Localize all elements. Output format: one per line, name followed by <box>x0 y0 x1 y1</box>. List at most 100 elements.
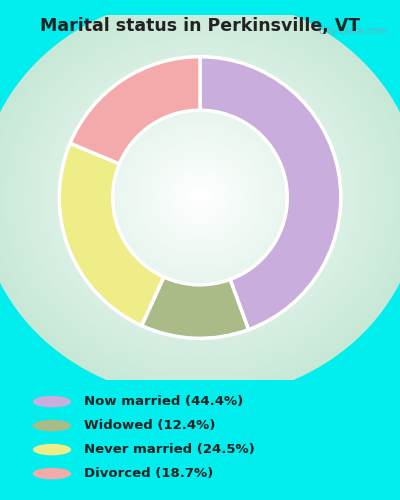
Circle shape <box>164 164 236 230</box>
Circle shape <box>162 164 238 232</box>
Circle shape <box>183 182 217 213</box>
Circle shape <box>173 172 227 222</box>
Circle shape <box>74 82 326 313</box>
Circle shape <box>1 16 399 379</box>
Circle shape <box>169 170 231 226</box>
Circle shape <box>32 44 368 350</box>
Circle shape <box>21 34 379 360</box>
Circle shape <box>165 166 235 230</box>
Circle shape <box>90 98 310 298</box>
Circle shape <box>92 100 308 296</box>
Circle shape <box>99 106 301 290</box>
Circle shape <box>163 164 237 231</box>
Circle shape <box>104 110 296 285</box>
Circle shape <box>141 144 259 251</box>
Circle shape <box>26 38 374 356</box>
Circle shape <box>143 146 257 249</box>
Circle shape <box>128 132 272 264</box>
Circle shape <box>175 174 225 220</box>
Circle shape <box>140 142 260 252</box>
Circle shape <box>33 45 367 350</box>
Circle shape <box>67 76 333 319</box>
Circle shape <box>124 128 276 266</box>
Circle shape <box>167 168 233 228</box>
Circle shape <box>152 154 248 241</box>
Circle shape <box>6 21 394 374</box>
Circle shape <box>196 194 204 202</box>
Circle shape <box>86 94 314 302</box>
Circle shape <box>90 97 310 298</box>
Circle shape <box>38 50 362 345</box>
Circle shape <box>71 80 329 315</box>
Circle shape <box>113 118 287 276</box>
Circle shape <box>30 42 370 352</box>
Circle shape <box>96 102 304 293</box>
Circle shape <box>102 108 298 287</box>
Text: Divorced (18.7%): Divorced (18.7%) <box>84 467 213 480</box>
Circle shape <box>42 54 358 341</box>
Circle shape <box>82 90 318 305</box>
Text: Never married (24.5%): Never married (24.5%) <box>84 443 255 456</box>
Circle shape <box>78 86 322 308</box>
Circle shape <box>111 116 289 278</box>
Text: City-Data.com: City-Data.com <box>318 26 388 36</box>
Circle shape <box>182 180 218 214</box>
Circle shape <box>2 17 398 378</box>
Circle shape <box>156 157 244 238</box>
Circle shape <box>161 162 239 233</box>
Circle shape <box>184 182 216 212</box>
Circle shape <box>8 22 392 372</box>
Circle shape <box>26 39 374 356</box>
Circle shape <box>0 1 400 394</box>
Circle shape <box>0 0 400 398</box>
Circle shape <box>28 41 372 354</box>
Circle shape <box>178 178 222 218</box>
Circle shape <box>72 80 328 314</box>
Circle shape <box>112 117 288 278</box>
Circle shape <box>37 49 363 346</box>
Circle shape <box>55 65 345 330</box>
Circle shape <box>168 168 232 226</box>
Circle shape <box>65 74 335 320</box>
Circle shape <box>0 15 400 380</box>
Circle shape <box>105 111 295 284</box>
Circle shape <box>194 192 206 203</box>
Circle shape <box>123 127 277 268</box>
Circle shape <box>0 14 400 381</box>
Circle shape <box>0 6 400 390</box>
Circle shape <box>37 48 363 346</box>
Circle shape <box>188 187 212 208</box>
Circle shape <box>190 189 210 206</box>
Wedge shape <box>142 277 248 338</box>
Circle shape <box>40 51 360 344</box>
Circle shape <box>106 112 294 283</box>
Circle shape <box>87 94 313 301</box>
Circle shape <box>162 162 238 232</box>
Circle shape <box>33 420 71 432</box>
Text: Now married (44.4%): Now married (44.4%) <box>84 395 243 408</box>
Circle shape <box>61 70 339 324</box>
Circle shape <box>68 76 332 318</box>
Circle shape <box>154 156 246 239</box>
Circle shape <box>63 72 337 322</box>
Circle shape <box>0 4 400 392</box>
Circle shape <box>76 84 324 310</box>
Circle shape <box>116 121 284 274</box>
Circle shape <box>0 4 400 391</box>
Circle shape <box>133 136 267 258</box>
Circle shape <box>80 88 320 307</box>
Circle shape <box>53 63 347 332</box>
Circle shape <box>103 109 297 286</box>
Circle shape <box>46 57 354 338</box>
Circle shape <box>154 155 246 240</box>
Circle shape <box>146 148 254 246</box>
Circle shape <box>35 47 365 348</box>
Circle shape <box>180 180 220 216</box>
Circle shape <box>33 468 71 479</box>
Circle shape <box>110 116 290 280</box>
Circle shape <box>0 2 400 394</box>
Wedge shape <box>200 56 341 330</box>
Circle shape <box>190 188 210 207</box>
Circle shape <box>32 44 368 352</box>
Circle shape <box>156 158 244 237</box>
